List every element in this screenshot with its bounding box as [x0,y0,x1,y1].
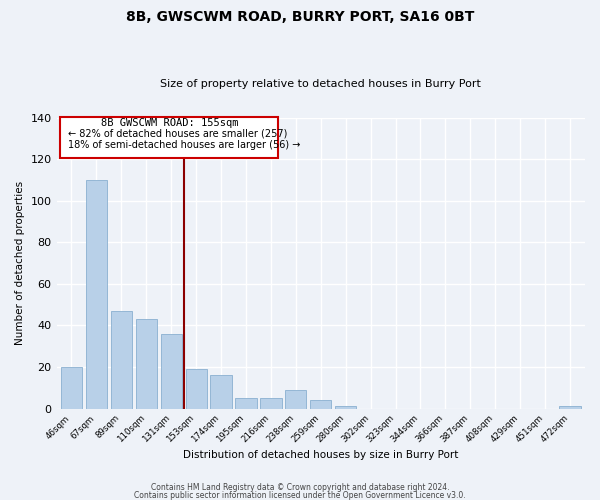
Bar [260,398,281,408]
Text: 8B, GWSCWM ROAD, BURRY PORT, SA16 0BT: 8B, GWSCWM ROAD, BURRY PORT, SA16 0BT [126,10,474,24]
Y-axis label: Number of detached properties: Number of detached properties [15,181,25,345]
Bar [136,319,157,408]
Bar [185,369,207,408]
Bar [235,398,257,408]
Bar [559,406,581,408]
Bar [161,334,182,408]
Bar [335,406,356,408]
Bar [211,376,232,408]
Bar [285,390,307,408]
Text: ← 82% of detached houses are smaller (257): ← 82% of detached houses are smaller (25… [68,128,287,138]
Text: Contains HM Land Registry data © Crown copyright and database right 2024.: Contains HM Land Registry data © Crown c… [151,484,449,492]
Bar [111,311,132,408]
Text: Contains public sector information licensed under the Open Government Licence v3: Contains public sector information licen… [134,491,466,500]
Bar [61,367,82,408]
Title: Size of property relative to detached houses in Burry Port: Size of property relative to detached ho… [160,79,481,89]
Text: 18% of semi-detached houses are larger (56) →: 18% of semi-detached houses are larger (… [68,140,300,149]
Bar [310,400,331,408]
X-axis label: Distribution of detached houses by size in Burry Port: Distribution of detached houses by size … [183,450,458,460]
Bar [86,180,107,408]
FancyBboxPatch shape [60,116,278,158]
Text: 8B GWSCWM ROAD: 155sqm: 8B GWSCWM ROAD: 155sqm [101,118,238,128]
